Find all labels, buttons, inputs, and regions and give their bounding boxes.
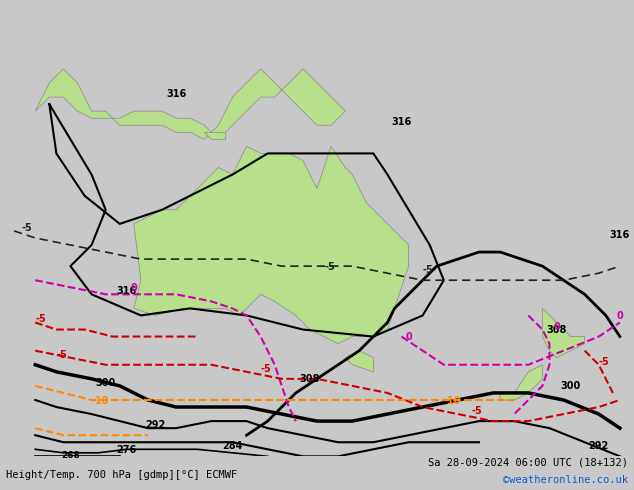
- Text: -5: -5: [598, 357, 609, 367]
- Text: 268: 268: [61, 451, 80, 461]
- Polygon shape: [345, 351, 373, 372]
- Text: 308: 308: [547, 325, 567, 335]
- Text: 0: 0: [553, 321, 560, 332]
- Text: 0: 0: [131, 283, 137, 293]
- Polygon shape: [204, 132, 226, 139]
- Text: -5: -5: [472, 406, 482, 416]
- Text: -5: -5: [261, 364, 271, 374]
- Text: 308: 308: [300, 374, 320, 384]
- Text: -5: -5: [324, 262, 335, 271]
- Polygon shape: [543, 308, 585, 358]
- Text: 292: 292: [588, 441, 609, 451]
- Text: 0: 0: [405, 332, 412, 342]
- Text: 316: 316: [117, 286, 137, 296]
- Text: -5: -5: [56, 350, 67, 360]
- Text: Sa 28-09-2024 06:00 UTC (18+132): Sa 28-09-2024 06:00 UTC (18+132): [428, 458, 628, 468]
- Text: 300: 300: [96, 378, 116, 388]
- Text: -10: -10: [444, 395, 462, 406]
- Text: 292: 292: [145, 420, 165, 430]
- Text: -5: -5: [423, 265, 434, 275]
- Text: ©weatheronline.co.uk: ©weatheronline.co.uk: [503, 475, 628, 485]
- Text: 0: 0: [616, 311, 623, 321]
- Text: 300: 300: [560, 381, 581, 392]
- Polygon shape: [134, 147, 408, 343]
- Text: 276: 276: [117, 445, 137, 455]
- Text: -5: -5: [21, 223, 32, 233]
- Text: -5: -5: [36, 315, 46, 324]
- Polygon shape: [500, 365, 543, 400]
- Text: 316: 316: [166, 89, 186, 99]
- Text: -10: -10: [91, 395, 109, 406]
- Text: Height/Temp. 700 hPa [gdmp][°C] ECMWF: Height/Temp. 700 hPa [gdmp][°C] ECMWF: [6, 470, 238, 480]
- Text: 284: 284: [223, 441, 243, 451]
- Polygon shape: [36, 69, 345, 139]
- Text: 316: 316: [610, 230, 630, 240]
- Text: 316: 316: [391, 117, 411, 127]
